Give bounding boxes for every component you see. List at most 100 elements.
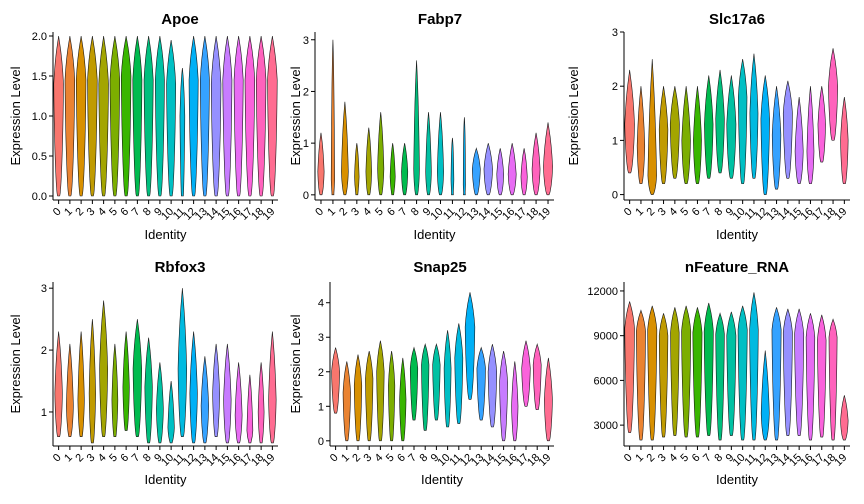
violin-5	[681, 86, 691, 185]
x-tick-label: 0	[313, 206, 326, 219]
violin-13	[771, 86, 782, 190]
x-tick-label: 5	[384, 452, 397, 465]
x-tick-label: 19	[832, 206, 849, 223]
violin-19	[840, 96, 849, 185]
y-tick-label: 3	[303, 35, 309, 47]
y-axis-label: Expression Level	[566, 66, 581, 165]
x-tick-label: 0	[622, 452, 635, 465]
violin-18	[828, 48, 838, 141]
panel-3: Slc17a6012301234567891011121314151617181…	[566, 11, 850, 242]
violin-5	[681, 305, 692, 438]
x-tick-label: 4	[96, 206, 109, 219]
violin-10	[166, 39, 177, 197]
x-tick-label: 4	[361, 206, 374, 219]
violin-3	[354, 143, 360, 196]
violin-10	[167, 380, 175, 444]
violin-10	[443, 330, 452, 428]
violin-8	[144, 337, 153, 444]
violin-13	[771, 307, 782, 441]
panel-title: Apoe	[161, 11, 199, 28]
violin-0	[54, 331, 63, 438]
x-tick-label: 6	[118, 206, 131, 219]
y-tick-label: 2	[612, 81, 618, 93]
x-tick-label: 2	[350, 452, 363, 465]
y-tick-label: 0	[318, 436, 324, 448]
violin-4	[99, 300, 108, 438]
x-tick-label: 2	[73, 452, 86, 465]
violin-13	[472, 147, 481, 196]
x-tick-label: 6	[395, 452, 408, 465]
violin-12	[188, 35, 199, 197]
violin-1	[636, 86, 646, 185]
y-tick-label: 3	[41, 283, 47, 295]
x-tick-label: 8	[712, 206, 725, 219]
x-tick-label: 4	[373, 452, 386, 465]
violin-9	[154, 35, 165, 197]
x-tick-label: 5	[107, 206, 120, 219]
violin-7	[703, 302, 714, 436]
violin-16	[806, 86, 815, 185]
panel-title: Fabp7	[418, 11, 462, 28]
violin-14	[487, 344, 498, 428]
x-tick-label: 6	[118, 452, 131, 465]
violin-8	[143, 35, 154, 197]
y-tick-label: 0	[303, 190, 309, 202]
x-tick-label: 19	[536, 452, 553, 469]
violin-8	[715, 69, 725, 174]
violin-3	[658, 86, 669, 185]
violin-1	[636, 309, 646, 441]
violin-3	[365, 350, 374, 442]
violin-11	[749, 292, 759, 441]
panel-title: Snap25	[413, 259, 466, 276]
violin-6	[120, 35, 132, 197]
violin-3	[87, 35, 98, 197]
violin-14	[782, 308, 793, 436]
violin-13	[199, 35, 210, 197]
x-tick-label: 5	[107, 452, 120, 465]
panel-title: nFeature_RNA	[685, 259, 789, 276]
violin-0	[331, 347, 340, 414]
violin-17	[520, 148, 528, 196]
y-tick-label: 9000	[594, 331, 618, 343]
violin-9	[726, 75, 737, 179]
y-tick-label: 1	[303, 138, 309, 150]
x-axis-label: Identity	[716, 227, 758, 242]
violin-16	[511, 361, 519, 442]
x-tick-label: 1	[325, 206, 338, 219]
violin-18	[257, 362, 265, 444]
x-tick-label: 4	[667, 206, 680, 219]
violin-5	[388, 351, 396, 442]
violin-13	[200, 356, 209, 444]
x-tick-label: 1	[633, 452, 646, 465]
violin-15	[794, 97, 804, 185]
violin-17	[244, 35, 256, 197]
violin-12	[760, 350, 770, 441]
violin-12	[462, 117, 466, 196]
y-tick-label: 2	[303, 86, 309, 98]
x-axis-label: Identity	[716, 472, 758, 487]
violin-4	[670, 307, 680, 436]
x-tick-label: 0	[51, 206, 64, 219]
y-tick-label: 4	[318, 298, 324, 310]
violin-17	[521, 340, 531, 407]
x-tick-label: 5	[678, 206, 691, 219]
x-tick-label: 0	[51, 452, 64, 465]
x-tick-label: 7	[397, 206, 410, 219]
x-tick-label: 7	[701, 206, 714, 219]
violin-2	[647, 305, 658, 441]
violin-18	[531, 132, 541, 196]
violin-7	[401, 143, 409, 196]
violin-2	[75, 35, 87, 197]
violin-10	[437, 112, 444, 196]
violin-6	[692, 307, 703, 438]
x-tick-label: 4	[96, 452, 109, 465]
violin-6	[399, 357, 407, 442]
x-tick-label: 8	[418, 452, 431, 465]
x-tick-label: 19	[260, 452, 277, 469]
y-tick-label: 3	[612, 27, 618, 39]
x-tick-label: 1	[633, 206, 646, 219]
x-tick-label: 3	[656, 206, 669, 219]
panel-6: nFeature_RNA3000600090001200001234567891…	[587, 259, 850, 487]
violin-18	[532, 343, 542, 411]
